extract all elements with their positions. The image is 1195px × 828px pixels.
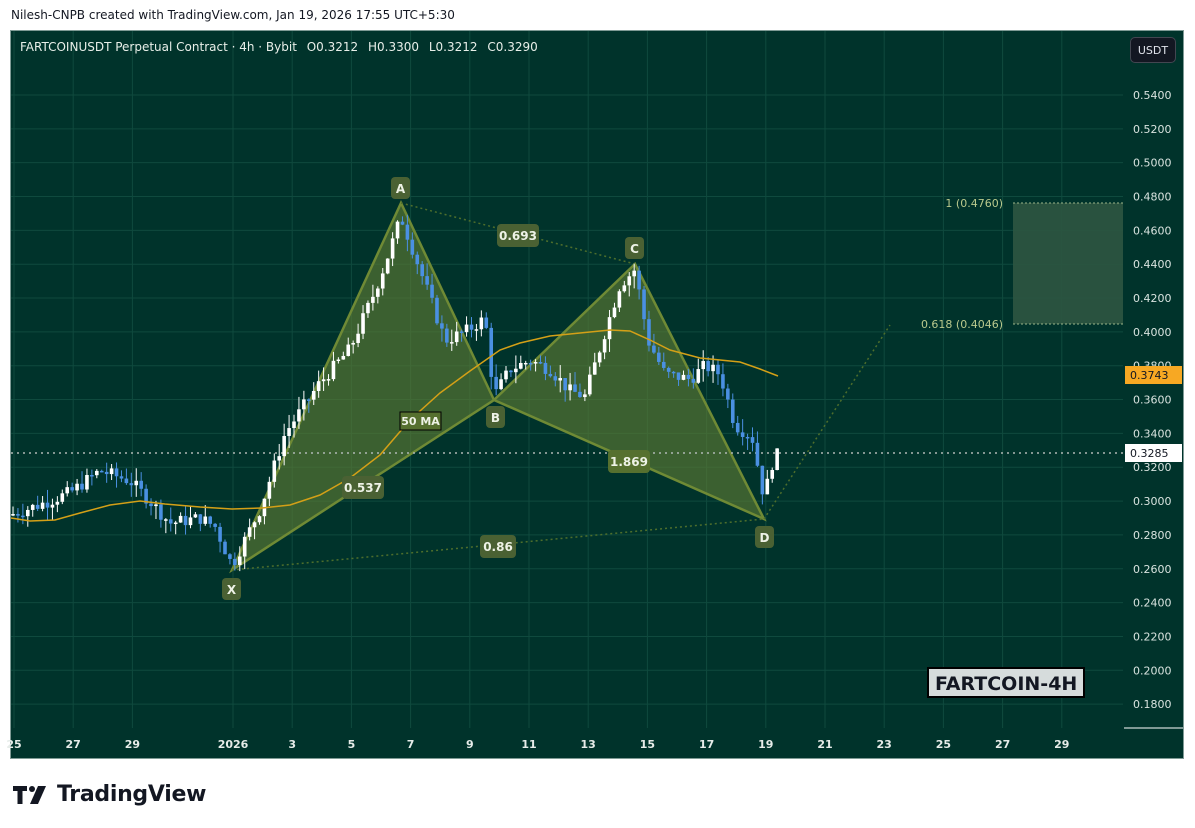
ratio-label-xd[interactable]: 0.86 xyxy=(480,535,516,558)
time-tick-label: 15 xyxy=(640,738,655,751)
svg-text:C: C xyxy=(630,242,639,256)
price-tick-label: 0.2000 xyxy=(1133,664,1172,677)
price-tick-label: 0.4400 xyxy=(1133,258,1172,271)
time-tick-label: 29 xyxy=(1054,738,1069,751)
price-tick-label: 0.3000 xyxy=(1133,495,1172,508)
price-tick-label: 0.1800 xyxy=(1133,698,1172,711)
time-tick-label: 23 xyxy=(877,738,892,751)
svg-text:0.86: 0.86 xyxy=(483,540,513,554)
ohlc-open: O0.3212 xyxy=(306,40,359,54)
tradingview-logo[interactable]: TradingView xyxy=(13,782,206,807)
svg-text:0.3743: 0.3743 xyxy=(1130,369,1169,382)
svg-text:B: B xyxy=(491,411,500,425)
time-tick-label: 17 xyxy=(699,738,714,751)
price-tick-label: 0.2200 xyxy=(1133,630,1172,643)
svg-text:1.869: 1.869 xyxy=(610,455,648,469)
currency-button[interactable]: USDT xyxy=(1130,37,1176,63)
target-labels: 1 (0.4760) 0.618 (0.4046) xyxy=(921,197,1003,331)
point-label-x[interactable]: X xyxy=(222,578,241,600)
time-tick-label: 21 xyxy=(817,738,832,751)
svg-text:0.693: 0.693 xyxy=(499,229,537,243)
price-tick-label: 0.4000 xyxy=(1133,326,1172,339)
time-tick-label: 13 xyxy=(581,738,596,751)
attribution-text: Nilesh-CNPB created with TradingView.com… xyxy=(11,8,455,22)
tradingview-wordmark: TradingView xyxy=(57,782,207,807)
svg-text:0.618 (0.4046): 0.618 (0.4046) xyxy=(921,318,1003,331)
price-tick-label: 0.3200 xyxy=(1133,461,1172,474)
time-tick-label: 27 xyxy=(995,738,1010,751)
symbol-title: FARTCOINUSDT Perpetual Contract · 4h · B… xyxy=(20,40,297,54)
time-tick-label: 11 xyxy=(521,738,536,751)
price-tick-label: 0.4200 xyxy=(1133,292,1172,305)
price-tick-label: 0.5200 xyxy=(1133,123,1172,136)
chart-watermark: FARTCOIN-4H xyxy=(927,667,1086,698)
time-tick-label: 29 xyxy=(125,738,140,751)
symbol-legend[interactable]: FARTCOINUSDT Perpetual Contract · 4h · B… xyxy=(20,40,544,54)
point-label-d[interactable]: D xyxy=(755,526,774,548)
price-tick-label: 0.4800 xyxy=(1133,191,1172,204)
time-tick-label: 3 xyxy=(288,738,296,751)
target-zone xyxy=(1013,203,1123,324)
time-tick-label: 5 xyxy=(348,738,356,751)
price-tick-label: 0.3400 xyxy=(1133,427,1172,440)
svg-text:0.537: 0.537 xyxy=(344,481,382,495)
harmonic-pattern xyxy=(229,200,891,574)
point-label-b[interactable]: B xyxy=(486,406,505,428)
time-tick-label: 9 xyxy=(466,738,474,751)
ohlc-low: L0.3212 xyxy=(428,40,478,54)
time-tick-label: 27 xyxy=(66,738,81,751)
tradingview-logo-icon xyxy=(13,785,46,804)
candlestick-series xyxy=(11,214,779,572)
last-price-badge: 0.3285 xyxy=(1125,444,1182,462)
svg-text:A: A xyxy=(396,182,406,196)
point-label-c[interactable]: C xyxy=(625,237,644,259)
ohlc-high: H0.3300 xyxy=(368,40,420,54)
ratio-label-xb[interactable]: 0.537 xyxy=(342,476,384,499)
time-tick-label: 25 xyxy=(936,738,951,751)
time-tick-label: 7 xyxy=(407,738,415,751)
ratio-label-bd[interactable]: 1.869 xyxy=(608,450,650,473)
price-tick-label: 0.3600 xyxy=(1133,394,1172,407)
ma-text-label[interactable]: 50 MA xyxy=(399,411,442,431)
time-axis[interactable]: 25 27 29 2026 3 5 7 9 11 13 15 17 19 21 23 25 27 29 xyxy=(6,738,1069,751)
ma-price-badge: 0.3743 xyxy=(1125,366,1182,384)
svg-text:0.3285: 0.3285 xyxy=(1130,447,1169,460)
price-tick-label: 0.2400 xyxy=(1133,597,1172,610)
svg-text:1 (0.4760): 1 (0.4760) xyxy=(945,197,1003,210)
time-tick-label: 2026 xyxy=(218,738,249,751)
svg-text:D: D xyxy=(760,531,770,545)
ohlc-close: C0.3290 xyxy=(487,40,538,54)
svg-text:50 MA: 50 MA xyxy=(401,415,440,428)
svg-text:X: X xyxy=(227,583,237,597)
point-label-a[interactable]: A xyxy=(391,177,410,199)
price-tick-label: 0.5400 xyxy=(1133,89,1172,102)
price-axis[interactable]: 0.5400 0.5200 0.5000 0.4800 0.4600 0.4400 0.42… xyxy=(1133,89,1172,711)
ratio-label-ac[interactable]: 0.693 xyxy=(497,224,539,247)
price-tick-label: 0.4600 xyxy=(1133,224,1172,237)
price-tick-label: 0.2800 xyxy=(1133,529,1172,542)
time-tick-label: 19 xyxy=(758,738,773,751)
time-tick-label: 25 xyxy=(6,738,21,751)
pattern-labels: A C B X D 0.693 0.537 1.869 0.86 50 MA xyxy=(222,177,774,600)
price-tick-label: 0.2600 xyxy=(1133,563,1172,576)
price-tick-label: 0.5000 xyxy=(1133,157,1172,170)
